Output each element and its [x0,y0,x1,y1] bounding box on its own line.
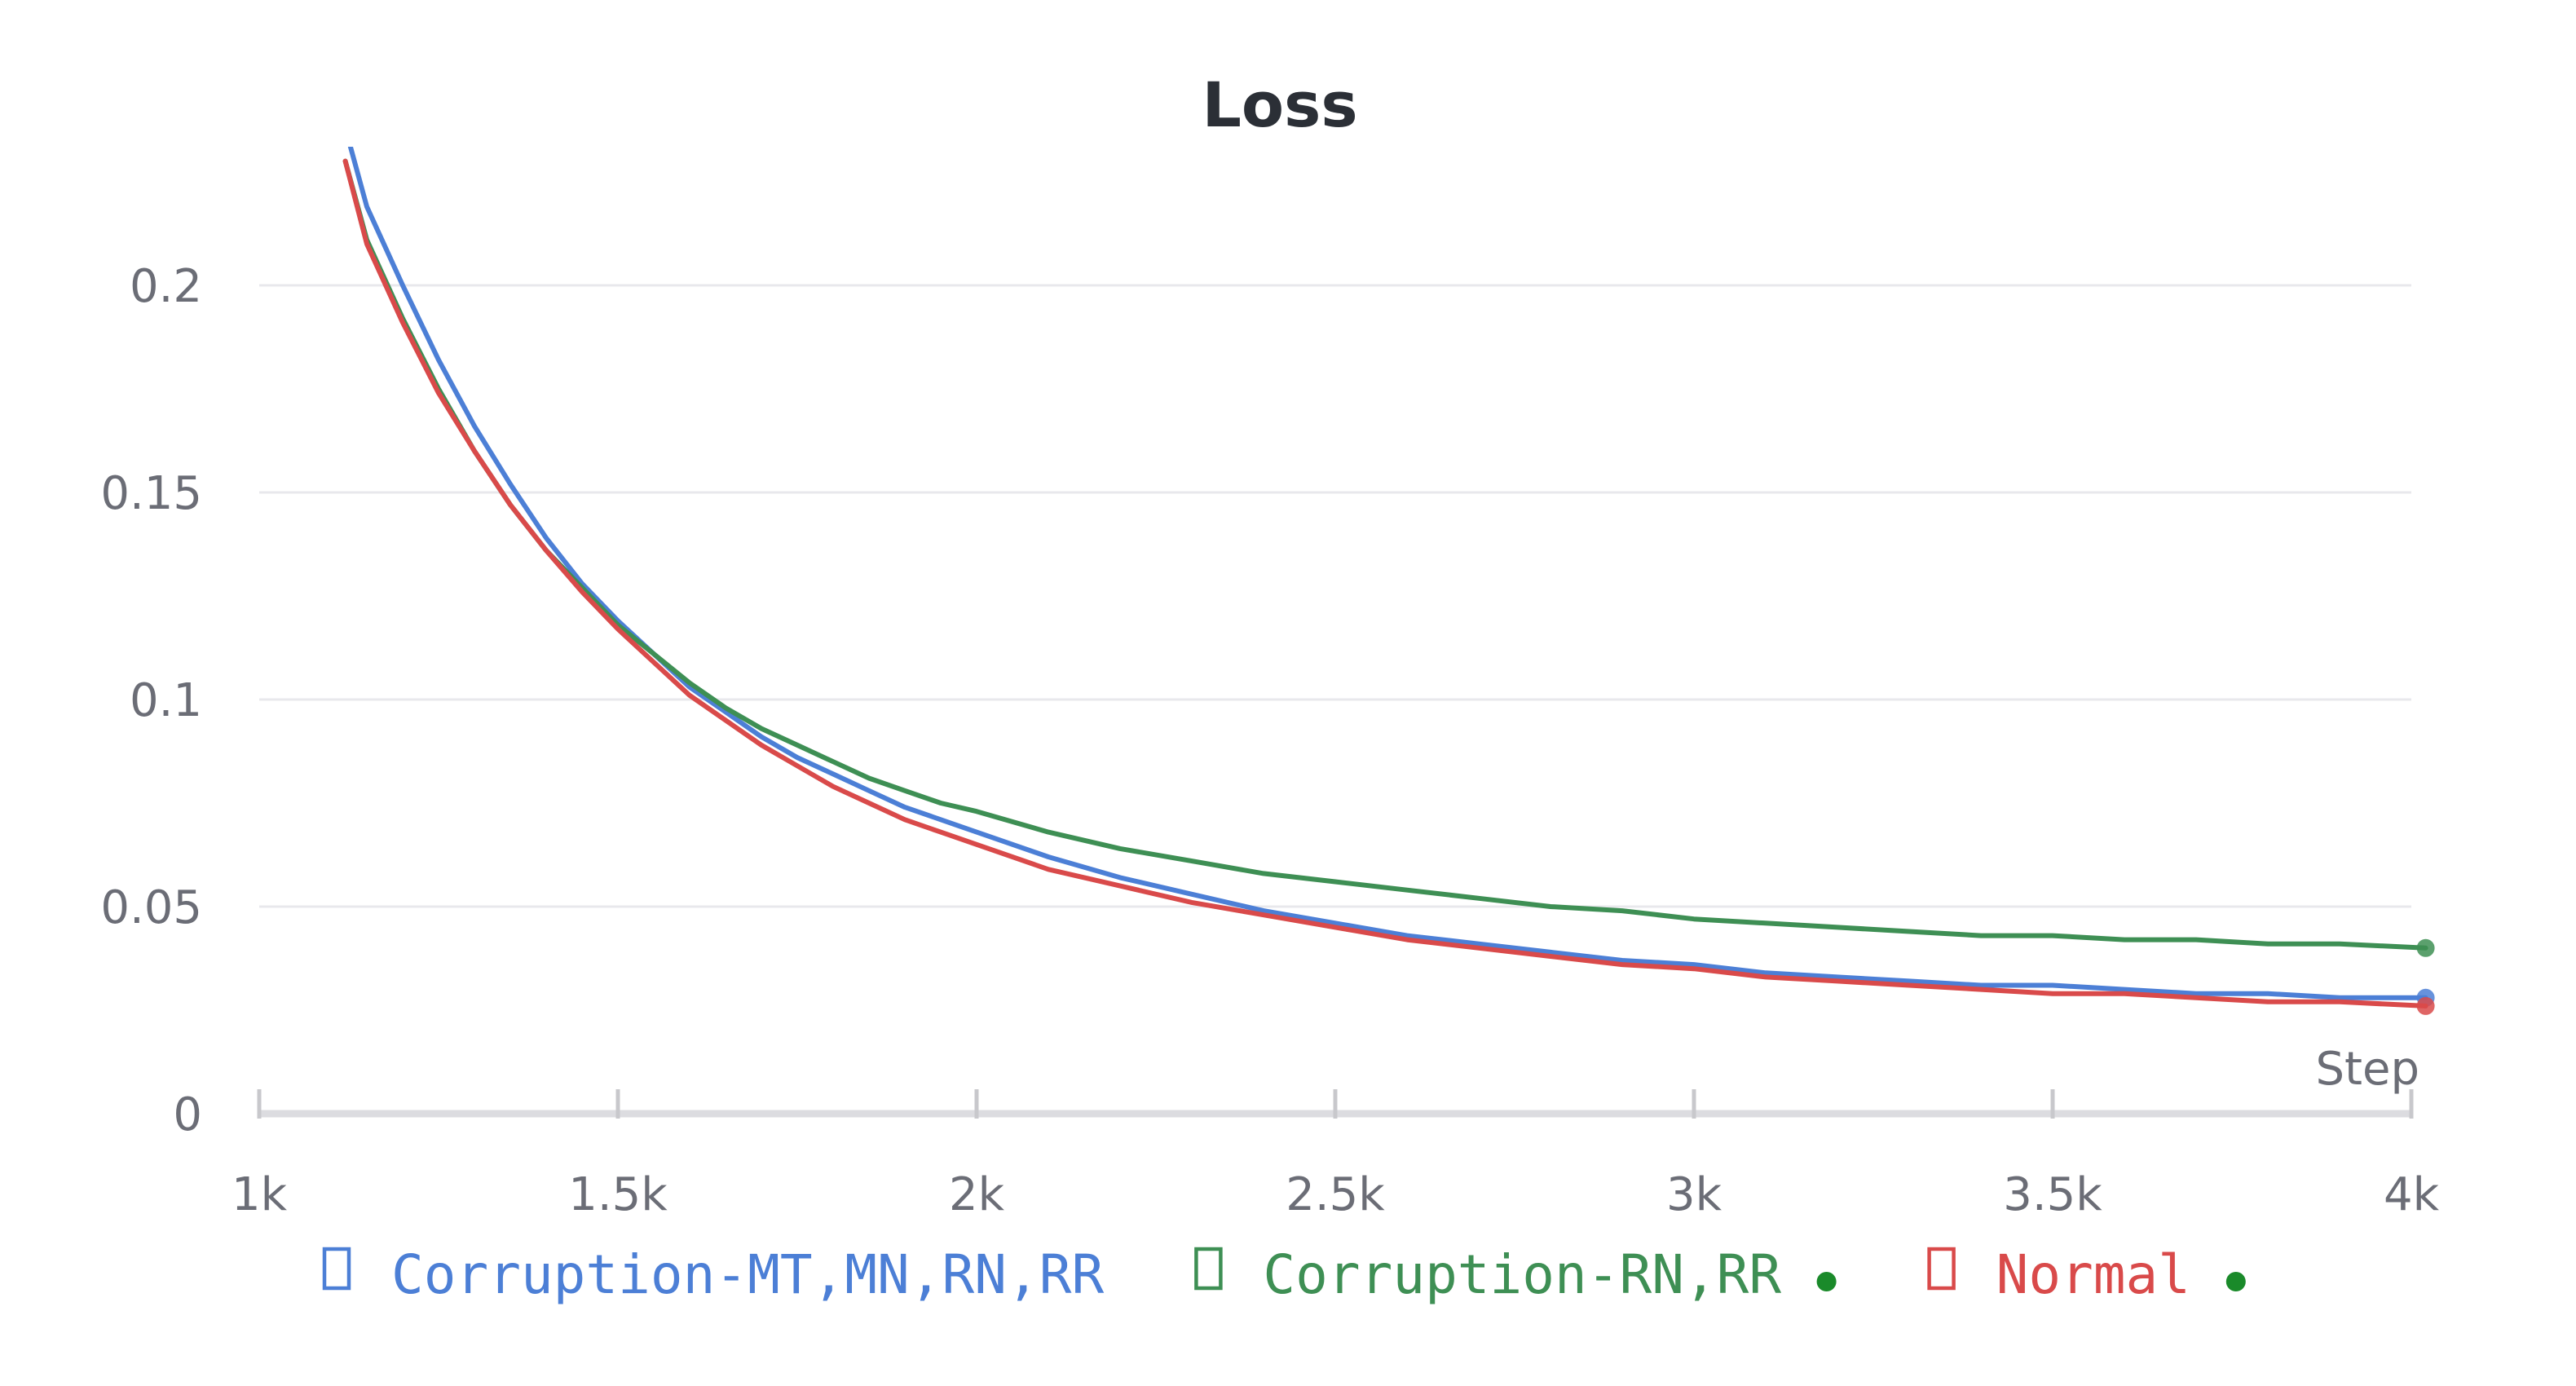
series-line-3 [342,158,2428,1009]
y-tick-label: 0.15 [100,467,202,520]
x-tick-label: 1k [232,1168,288,1221]
x-tick-label: 2k [949,1168,1005,1221]
legend-label: Normal [1996,1243,2190,1306]
chart-title: Loss [1202,68,1357,141]
x-tick-label: 4k [2384,1168,2440,1221]
grid-lines [259,284,2411,908]
legend-status-dot-icon [2225,1272,2246,1291]
series-end-point [2416,996,2435,1015]
x-tick-label: 3.5k [2003,1168,2102,1221]
legend-item[interactable]: Normal [1927,1243,2246,1306]
x-tick-label: 3k [1666,1168,1722,1221]
series-line-2 [342,158,2428,951]
x-tick-label: 2.5k [1286,1168,1385,1221]
series-line-1 [347,147,2428,1000]
y-tick-label: 0.2 [130,260,202,313]
y-axis-ticks: 0 0.05 0.1 0.15 0.2 [100,260,202,1141]
legend-checkbox-icon[interactable] [322,1247,351,1291]
series-lines [342,147,2435,1015]
x-axis-title: Step [2315,1043,2419,1096]
legend-label: Corruption-RN,RR [1263,1243,1781,1306]
legend-checkbox-icon[interactable] [1194,1247,1223,1291]
legend-item[interactable]: Corruption-RN,RR [1194,1243,1837,1306]
x-axis: 1k 1.5k 2k 2.5k 3k 3.5k 4k [232,1089,2440,1221]
legend-checkbox-icon[interactable] [1927,1247,1956,1291]
series-end-point [2416,938,2435,957]
legend: Corruption-MT,MN,RN,RR Corruption-RN,RR No… [322,1243,2246,1306]
x-tick-label: 1.5k [568,1168,668,1221]
y-tick-label: 0.05 [100,881,202,934]
y-tick-label: 0 [173,1088,202,1141]
legend-item[interactable]: Corruption-MT,MN,RN,RR [322,1243,1104,1306]
legend-status-dot-icon [1816,1272,1837,1291]
legend-label: Corruption-MT,MN,RN,RR [391,1243,1104,1306]
y-tick-label: 0.1 [130,674,202,727]
